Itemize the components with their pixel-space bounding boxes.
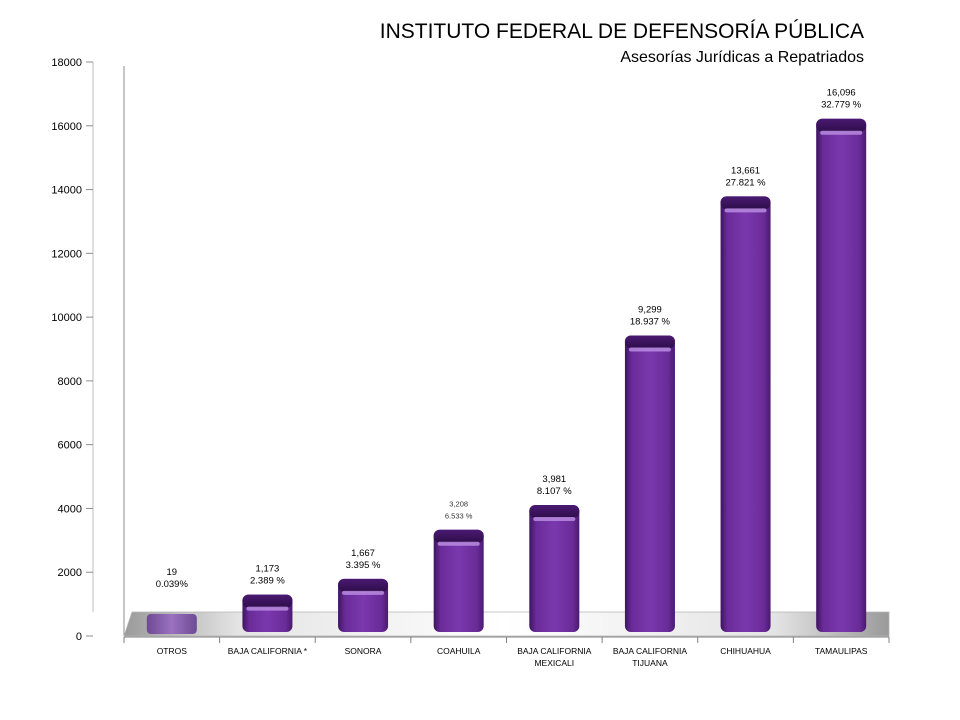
y-tick-label: 2000 — [58, 567, 82, 579]
data-label-value: 1,173 — [256, 564, 280, 575]
y-tick-label: 18000 — [51, 57, 82, 69]
x-tick-label: BAJA CALIFORNIA — [613, 646, 687, 656]
x-tick-label: CHIHUAHUA — [720, 646, 771, 656]
data-label-percent: 0.039% — [156, 579, 189, 590]
bar — [146, 614, 197, 634]
x-tick-label: BAJA CALIFORNIA — [517, 646, 591, 656]
bar — [433, 529, 484, 632]
bar-cap — [433, 529, 484, 543]
x-tick-label: COAHUILA — [437, 646, 481, 656]
bar-highlight — [820, 130, 863, 135]
bar-cap — [242, 594, 293, 608]
bar-cap — [720, 196, 771, 210]
y-tick-label: 8000 — [58, 376, 82, 388]
x-tick-label: SONORA — [345, 646, 382, 656]
bar-cap — [338, 578, 389, 592]
data-label-percent: 8.107 % — [537, 486, 572, 497]
chart-floor — [123, 611, 890, 637]
x-tick-label: TAMAULIPAS — [815, 646, 868, 656]
bar-cap — [624, 335, 675, 349]
data-label-value: 1,667 — [351, 548, 375, 559]
bar-highlight — [724, 208, 767, 213]
bar — [816, 118, 867, 633]
chart-title: INSTITUTO FEDERAL DE DEFENSORÍA PÚBLICA — [379, 20, 864, 43]
y-tick-label: 10000 — [51, 312, 82, 324]
x-tick-label: BAJA CALIFORNIA * — [228, 646, 308, 656]
y-tick-label: 6000 — [58, 440, 82, 452]
data-label-value: 16,096 — [827, 88, 856, 99]
bar — [720, 196, 771, 632]
x-tick-label: OTROS — [157, 646, 188, 656]
y-tick-label: 0 — [76, 631, 82, 643]
bar-highlight — [246, 606, 289, 611]
bar-highlight — [342, 590, 385, 595]
y-tick-label: 14000 — [51, 185, 82, 197]
data-label-value: 9,299 — [638, 304, 662, 315]
y-tick-label: 12000 — [51, 248, 82, 260]
data-label-percent: 3.395 % — [346, 560, 381, 571]
x-tick-label: TIJUANA — [632, 658, 668, 668]
bar-highlight — [628, 347, 671, 352]
chart-subtitle: Asesorías Jurídicas a Repatriados — [620, 49, 864, 66]
bar-highlight — [437, 541, 480, 546]
y-tick-label: 4000 — [58, 503, 82, 515]
data-label-percent: 18.937 % — [630, 316, 671, 327]
data-label-value: 3,981 — [542, 474, 566, 485]
data-label-value: 3,208 — [449, 500, 468, 509]
bar-cap — [529, 505, 580, 519]
data-label-value: 13,661 — [731, 165, 760, 176]
data-label-percent: 6.533 % — [445, 512, 473, 521]
data-label-value: 19 — [167, 567, 178, 578]
bar — [624, 335, 675, 632]
bar-cap — [816, 118, 867, 132]
bar — [529, 505, 580, 632]
data-label-percent: 27.821 % — [725, 177, 766, 188]
data-label-percent: 2.389 % — [250, 576, 285, 587]
bar-highlight — [533, 517, 576, 522]
x-tick-label: MEXICALI — [534, 658, 574, 668]
data-label-percent: 32.779 % — [821, 100, 862, 111]
y-tick-label: 16000 — [51, 121, 82, 133]
